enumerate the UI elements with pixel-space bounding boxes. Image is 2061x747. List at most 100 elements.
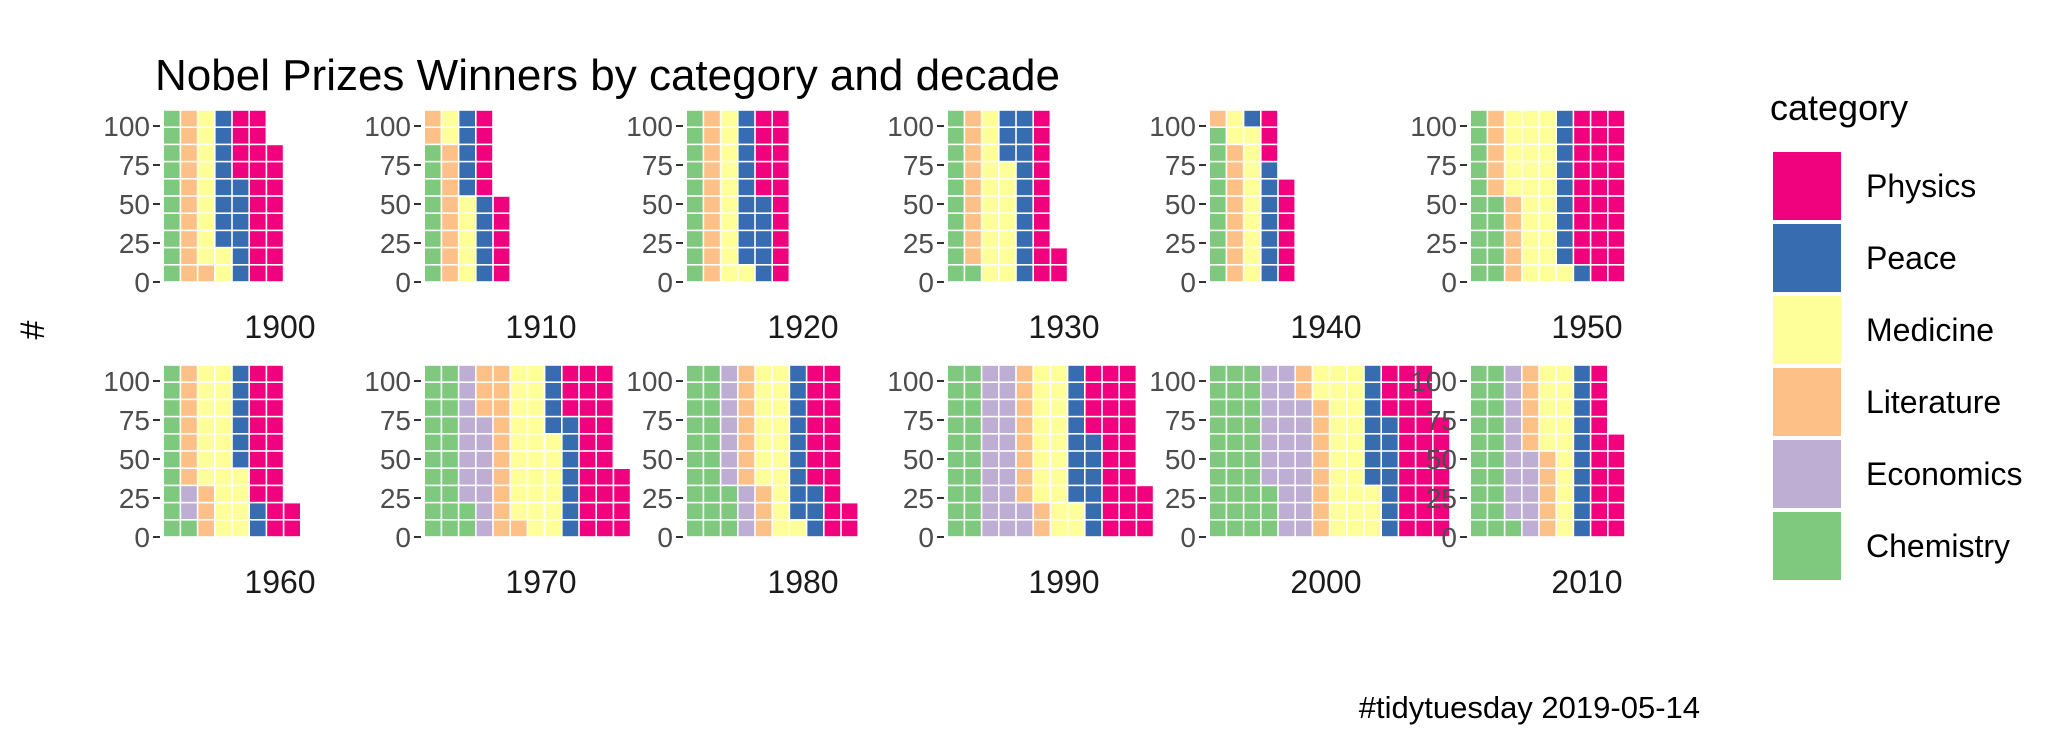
cell-chemistry [425, 400, 441, 416]
cell-chemistry [425, 248, 441, 264]
cell-peace [215, 128, 232, 144]
cell-physics [1261, 110, 1278, 127]
cell-medicine [1330, 451, 1346, 468]
cell-physics [807, 434, 823, 451]
cell-economics [1261, 400, 1278, 416]
panel-1920: 0 25 50 75 100 1920 [626, 110, 839, 345]
cell-medicine [1557, 503, 1573, 519]
cell-medicine [1244, 128, 1260, 144]
cell-chemistry [1488, 469, 1504, 485]
cell-medicine [1347, 486, 1364, 502]
cell-physics [493, 265, 510, 282]
cell-chemistry [1244, 503, 1260, 519]
cell-medicine [721, 214, 737, 230]
cell-physics [824, 520, 841, 537]
cell-peace [1261, 196, 1278, 213]
cell-economics [459, 383, 475, 399]
y-tick-label: 50 [380, 444, 411, 475]
cell-physics [1591, 400, 1607, 416]
cell-medicine [982, 179, 998, 196]
decade-label: 2010 [1551, 564, 1622, 600]
cell-medicine [528, 469, 544, 485]
cell-medicine [982, 248, 998, 264]
cell-peace [738, 248, 755, 264]
cell-literature [704, 265, 720, 282]
cell-medicine [1330, 417, 1346, 433]
panel-1940: 0 25 50 75 100 1940 [1149, 110, 1362, 345]
y-tick-label: 0 [134, 267, 150, 298]
cell-peace [459, 145, 475, 161]
cell-chemistry [425, 196, 441, 213]
decade-label: 1920 [767, 309, 838, 345]
cell-chemistry [442, 383, 458, 399]
cell-physics [1034, 145, 1050, 161]
cell-physics [267, 231, 283, 247]
cell-economics [1278, 520, 1295, 537]
y-tick-label: 75 [903, 150, 934, 181]
cell-physics [1574, 248, 1590, 264]
cell-medicine [755, 417, 772, 433]
cell-peace [459, 110, 475, 127]
cell-chemistry [948, 400, 964, 416]
cell-chemistry [1244, 469, 1260, 485]
cell-medicine [511, 486, 527, 502]
panel-1910: 0 25 50 75 100 1910 [364, 110, 577, 345]
cell-literature [704, 179, 720, 196]
cell-chemistry [164, 128, 180, 144]
cell-physics [1102, 400, 1119, 416]
cell-peace [1261, 265, 1278, 282]
cell-chemistry [164, 417, 180, 433]
cell-physics [1102, 486, 1119, 502]
cell-physics [1034, 162, 1050, 178]
cell-physics [493, 248, 510, 264]
cell-chemistry [721, 503, 737, 519]
cell-chemistry [1210, 469, 1226, 485]
cell-physics [755, 179, 772, 196]
cell-literature [181, 469, 197, 485]
cell-peace [790, 417, 806, 433]
cell-chemistry [164, 214, 180, 230]
cell-peace [790, 451, 806, 468]
cell-literature [738, 383, 755, 399]
cell-literature [1505, 248, 1521, 264]
decade-label: 1960 [244, 564, 315, 600]
cell-economics [1522, 503, 1539, 519]
cell-physics [267, 145, 283, 161]
cell-chemistry [1488, 486, 1504, 502]
cell-medicine [1539, 128, 1556, 144]
y-tick-label: 100 [103, 366, 150, 397]
cell-medicine [773, 503, 789, 519]
cell-economics [1505, 451, 1521, 468]
cell-medicine [198, 469, 214, 485]
cell-peace [738, 196, 755, 213]
cell-medicine [721, 128, 737, 144]
cell-medicine [1330, 469, 1346, 485]
cell-chemistry [164, 265, 180, 282]
cell-physics [250, 400, 266, 416]
cell-medicine [459, 196, 475, 213]
cell-medicine [1539, 383, 1556, 399]
cell-physics [1034, 265, 1050, 282]
cell-physics [597, 486, 613, 502]
cell-medicine [1347, 417, 1364, 433]
cell-physics [579, 383, 596, 399]
cell-chemistry [425, 265, 441, 282]
cell-physics [267, 434, 283, 451]
y-tick-label: 75 [642, 150, 673, 181]
cell-medicine [1347, 400, 1364, 416]
cell-physics [1102, 520, 1119, 537]
cell-medicine [511, 469, 527, 485]
cell-medicine [1347, 434, 1364, 451]
cell-economics [1016, 503, 1033, 519]
cell-medicine [1051, 520, 1067, 537]
cell-medicine [1539, 365, 1556, 382]
cell-peace [1068, 434, 1084, 451]
cell-medicine [1227, 128, 1243, 144]
cell-literature [442, 145, 458, 161]
cell-peace [215, 145, 232, 161]
cell-chemistry [1488, 265, 1504, 282]
decade-label: 1980 [767, 564, 838, 600]
cell-peace [232, 231, 249, 247]
cell-chemistry [965, 434, 981, 451]
cell-peace [1068, 365, 1084, 382]
